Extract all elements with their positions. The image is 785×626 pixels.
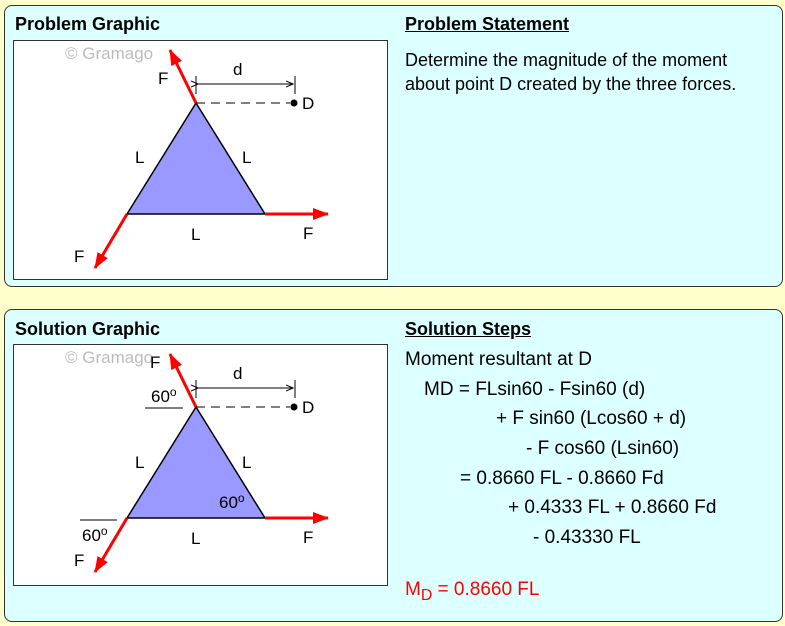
step-0: Moment resultant at D xyxy=(405,349,592,370)
label-f-right: F xyxy=(303,224,313,243)
problem-figure: © Gramago d D F F F L L L xyxy=(65,44,329,269)
triangle xyxy=(125,101,267,215)
point-d xyxy=(290,403,298,411)
label-l-left: L xyxy=(135,453,144,472)
force-arrow-left xyxy=(93,517,129,573)
label-point-d: D xyxy=(302,398,314,417)
force-arrow-top xyxy=(168,353,198,408)
result-subscript: D xyxy=(420,586,433,604)
solution-figure: © Gramago d D F F F L L L 60o 60o 60o xyxy=(65,348,329,573)
label-l-bottom: L xyxy=(191,225,200,244)
label-l-bottom: L xyxy=(191,529,200,548)
label-f-right: F xyxy=(303,528,313,547)
angle-left: 60o xyxy=(82,524,108,545)
force-arrow-top xyxy=(168,49,198,104)
label-l-right: L xyxy=(242,453,251,472)
step-4: = 0.8660 FL - 0.8660 Fd xyxy=(460,468,664,489)
label-f-top: F xyxy=(150,353,160,372)
step-6: - 0.43330 FL xyxy=(533,527,641,548)
result-symbol: M xyxy=(405,579,421,600)
label-f-left: F xyxy=(74,551,84,570)
label-l-right: L xyxy=(242,148,251,167)
watermark: © Gramago xyxy=(65,44,153,63)
result-value: = 0.8660 FL xyxy=(432,579,540,600)
angle-top: 60o xyxy=(151,385,177,406)
force-arrow-left xyxy=(93,213,129,269)
label-f-top: F xyxy=(158,69,168,88)
result: MD = 0.8660 FL xyxy=(405,579,539,605)
solution-steps-title: Solution Steps xyxy=(405,319,531,339)
step-3: - F cos60 (Lsin60) xyxy=(526,438,680,459)
label-l-left: L xyxy=(135,148,144,167)
problem-panel: Problem Graphic Problem Statement xyxy=(4,5,783,287)
step-5: + 0.4333 FL + 0.8660 Fd xyxy=(508,497,717,518)
point-d xyxy=(290,99,298,107)
label-point-d: D xyxy=(302,94,314,113)
problem-statement: Determine the magnitude of the moment ab… xyxy=(405,50,737,94)
label-d: d xyxy=(233,60,242,79)
triangle xyxy=(125,405,267,519)
watermark: © Gramago xyxy=(65,348,153,367)
problem-statement-title: Problem Statement xyxy=(405,14,570,34)
label-f-left: F xyxy=(74,247,84,266)
solution-graphic-title: Solution Graphic xyxy=(15,319,161,339)
step-1: MD = FLsin60 - Fsin60 (d) xyxy=(424,379,646,400)
angle-right: 60o xyxy=(219,491,245,512)
problem-graphic-title: Problem Graphic xyxy=(15,14,161,34)
label-d: d xyxy=(233,364,242,383)
step-2: + F sin60 (Lcos60 + d) xyxy=(496,408,687,429)
